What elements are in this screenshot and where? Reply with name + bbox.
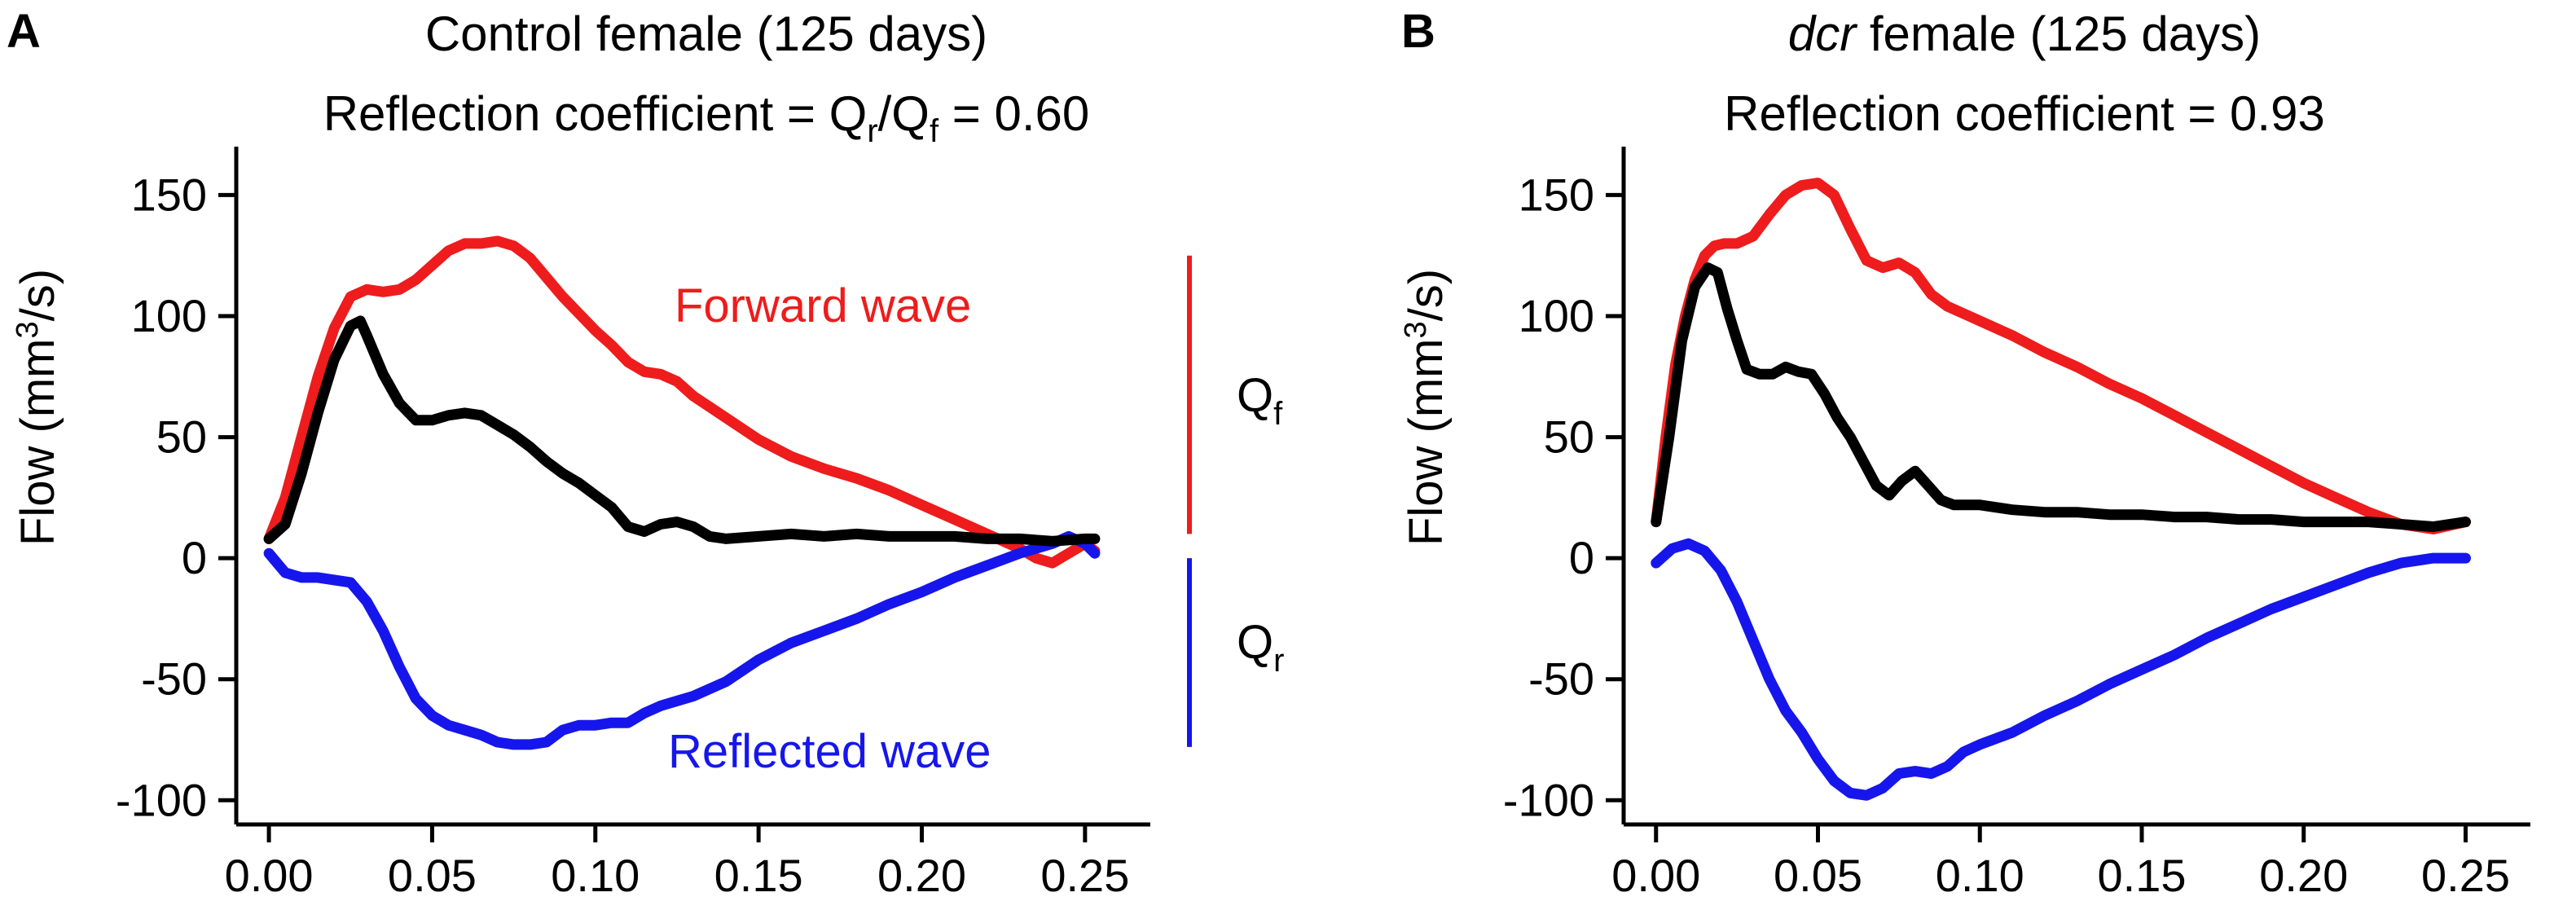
panel-a-y-tick-label: 100 (131, 290, 207, 341)
panel-a-series-measured-flow (263, 315, 1101, 547)
panel-b-x-tick-label: 0.15 (2098, 850, 2187, 901)
panel-a-x-tick-label: 0.25 (1040, 850, 1129, 901)
panel-a-title: Control female (125 days) (425, 7, 987, 61)
panel-b-series-measured-flow (1651, 262, 2471, 532)
panel-b-y-tick-label: 100 (1519, 290, 1594, 341)
panel-b-x-tick-label: 0.00 (1611, 850, 1700, 901)
panel-a-subtitle: Reflection coefficient = Qr/Qf = 0.60 (323, 86, 1090, 149)
panel-b-y-tick-label: -50 (1528, 653, 1594, 705)
panel-a-x-tick-label: 0.00 (225, 850, 314, 901)
panel-a-qf-label: Qf (1237, 369, 1283, 432)
panel-b-series-forward-wave (1651, 178, 2471, 534)
panel-a-y-ticks: 150 100 50 0 -50 -100 (116, 169, 236, 825)
panel-a-y-tick-label: -100 (116, 774, 207, 825)
panel-b-y-tick-label: -100 (1503, 774, 1594, 825)
panel-a-x-tick-label: 0.10 (551, 850, 640, 901)
panel-b-x-tick-label: 0.10 (1936, 850, 2024, 901)
panel-a-y-tick-label: 150 (131, 169, 207, 220)
panel-b-y-axis-label: Flow (mm3/s) (1399, 269, 1453, 546)
panel-b-x-tick-label: 0.05 (1774, 850, 1862, 901)
panel-a-qr-label: Qr (1237, 616, 1284, 679)
panel-b-subtitle: Reflection coefficient = 0.93 (1724, 86, 2325, 141)
panel-a-label: A (7, 5, 41, 58)
panel-a-forward-wave-label: Forward wave (675, 279, 971, 332)
panel-a-y-tick-label: 0 (182, 532, 207, 583)
panel-b-label: B (1401, 5, 1435, 58)
panel-b: B dcr female (125 days) Reflection coeff… (1399, 5, 2530, 901)
panel-b-series (1651, 178, 2471, 801)
panel-a-series-forward-wave (263, 235, 1101, 569)
panel-a-x-tick-label: 0.05 (388, 850, 477, 901)
panel-b-y-tick-label: 150 (1519, 169, 1594, 220)
panel-b-y-ticks: 150 100 50 0 -50 -100 (1503, 169, 1624, 825)
panel-b-x-tick-label: 0.20 (2259, 850, 2348, 901)
panel-b-y-tick-label: 50 (1544, 411, 1594, 463)
panel-a: A Control female (125 days) Reflection c… (7, 5, 1284, 901)
panel-a-x-tick-label: 0.20 (877, 850, 966, 901)
panel-b-x-ticks: 0.00 0.05 0.10 0.15 0.20 0.25 (1611, 824, 2510, 901)
panel-a-y-tick-label: -50 (141, 653, 207, 705)
panel-b-title: dcr female (125 days) (1788, 7, 2261, 61)
panel-a-x-tick-label: 0.15 (714, 850, 803, 901)
panel-b-x-tick-label: 0.25 (2421, 850, 2510, 901)
panel-a-y-tick-label: 50 (156, 411, 207, 463)
panel-a-reflected-wave-label: Reflected wave (668, 725, 991, 778)
panel-a-x-ticks: 0.00 0.05 0.10 0.15 0.20 0.25 (225, 824, 1129, 901)
panel-b-y-tick-label: 0 (1569, 532, 1594, 583)
panel-b-series-reflected-wave (1651, 538, 2471, 801)
panel-a-series-reflected-wave (263, 530, 1101, 750)
panel-a-series (263, 235, 1101, 750)
panel-a-y-axis-label: Flow (mm3/s) (11, 269, 64, 546)
